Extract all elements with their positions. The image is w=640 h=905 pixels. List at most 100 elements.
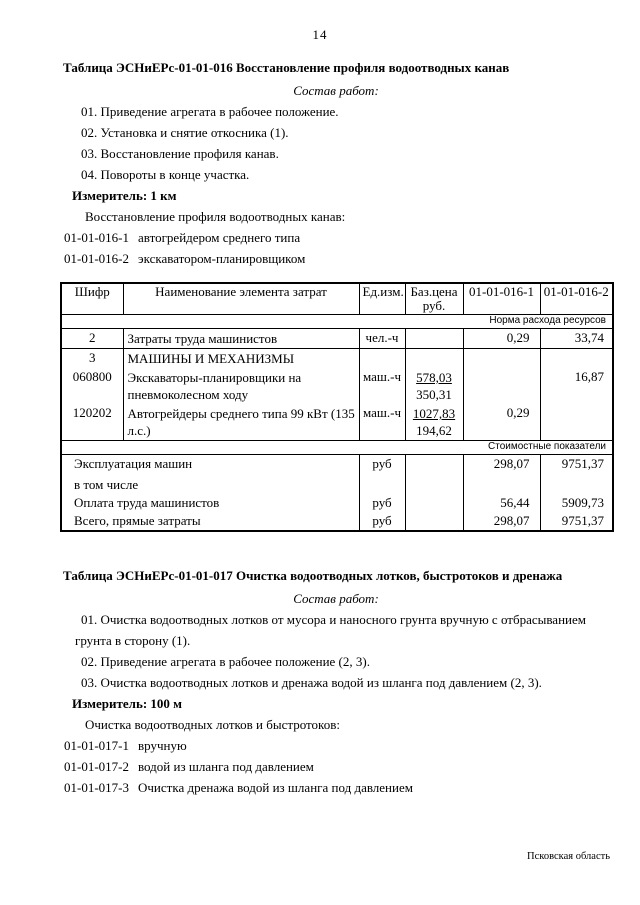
cell-unit: руб: [358, 493, 405, 512]
cell-value-016-2: 5909,73: [539, 493, 613, 512]
cell-name: Затраты труда машинистов: [122, 328, 359, 349]
cell-value-016-2: 9751,37: [539, 454, 613, 476]
cell-shifr: 2: [61, 328, 123, 349]
variant-desc: вручную: [138, 737, 187, 753]
work-item: 02. Приведение агрегата в рабочее положе…: [81, 653, 370, 669]
cell-shifr: 3: [61, 348, 123, 368]
izmeritel-016: Измеритель: 1 км: [72, 188, 177, 203]
base-price-current: 1027,83: [412, 406, 456, 421]
cost-band-label: Стоимостные показатели: [61, 440, 613, 455]
cell-value-016-1: [462, 368, 540, 404]
cell-unit: чел.-ч: [358, 328, 405, 349]
cell-unit: руб: [358, 454, 405, 476]
page-content: Таблица ЭСНиЕРс-01-01-016 Восстановление…: [60, 58, 614, 798]
cell-value-016-1: [462, 348, 540, 368]
work-item: 01. Приведение агрегата в рабочее положе…: [81, 104, 339, 119]
variant-desc: водой из шланга под давлением: [138, 758, 314, 774]
name-line: Экскаваторы-планировщики на: [127, 370, 302, 385]
cost-row: в том числе: [61, 475, 613, 494]
cell-value-016-1: 298,07: [462, 454, 540, 476]
cell-price: 1027,83 194,62: [404, 404, 463, 441]
cell-value-016-2: [539, 348, 613, 368]
variant-row: 01-01-017-3 Очистка дренажа водой из шлан…: [64, 777, 612, 798]
cost-table-016: Шифр Наименование элемента затрат Ед.изм…: [60, 282, 614, 532]
variant-code: 01-01-017-3: [64, 779, 129, 795]
variant-code: 01-01-016-2: [64, 251, 129, 266]
col-header-016-1: 01-01-016-1: [462, 283, 540, 315]
group-row: 3 МАШИНЫ И МЕХАНИЗМЫ: [61, 348, 613, 368]
name-line: пневмоколесном ходу: [127, 387, 249, 402]
cell-price: [404, 475, 463, 494]
cell-value-016-2: 16,87: [539, 368, 613, 404]
cell-price: [404, 454, 463, 476]
cost-row: Оплата труда машинистов руб 56,44 5909,7…: [61, 493, 613, 512]
cell-unit: [358, 348, 405, 368]
cell-name: Оплата труда машинистов: [74, 494, 220, 510]
col-header-unit: Ед.изм.: [358, 283, 405, 315]
sostav-heading-017: Состав работ:: [293, 590, 379, 606]
table-017-title: Таблица ЭСНиЕРс-01-01-017 Очистка водоот…: [63, 567, 563, 583]
col-header-shifr: Шифр: [74, 284, 110, 299]
cell-name: Экскаваторы-планировщики на пневмоколесн…: [122, 368, 359, 404]
work-item: 02. Установка и снятие откосника (1).: [81, 125, 289, 140]
base-price-current: 578,03: [416, 370, 452, 385]
intro-016: Восстановление профиля водоотводных кана…: [85, 209, 346, 224]
variant-desc: экскаватором-планировщиком: [138, 251, 306, 266]
cell-price: [404, 328, 463, 349]
cell-price: 578,03 350,31: [404, 368, 463, 404]
cell-unit: [358, 475, 405, 494]
cost-row-total: Всего, прямые затраты руб 298,07 9751,37: [61, 511, 613, 531]
name-line: Автогрейдеры среднего типа 99 кВт (135: [127, 406, 355, 421]
cell-value-016-1: 0,29: [462, 404, 540, 441]
sostav-heading-016: Состав работ:: [293, 83, 379, 98]
labor-row: 2 Затраты труда машинистов чел.-ч 0,29 3…: [61, 328, 613, 349]
cell-name: МАШИНЫ И МЕХАНИЗМЫ: [122, 348, 359, 368]
col-header-price: Баз.цена руб.: [404, 283, 463, 315]
cell-unit: маш.-ч: [358, 368, 405, 404]
cell-value-016-2: 33,74: [539, 328, 613, 349]
cell-value-016-1: 0,29: [462, 328, 540, 349]
region-footer: Псковская область: [527, 851, 610, 862]
work-item: 01. Очистка водоотводных лотков от мусор…: [75, 611, 586, 648]
machine-row: 120202 Автогрейдеры среднего типа 99 кВт…: [61, 404, 613, 441]
price-header-line1: Баз.цена: [410, 284, 458, 299]
work-item: 03. Восстановление профиля канав.: [81, 146, 279, 161]
base-price-alt: 350,31: [416, 387, 452, 402]
name-line: л.с.): [127, 423, 151, 438]
variant-code: 01-01-016-1: [64, 230, 129, 245]
variant-desc: Очистка дренажа водой из шланга под давл…: [138, 779, 413, 795]
variant-row: 01-01-016-1 автогрейдером среднего типа: [64, 227, 612, 248]
cell-value-016-2: 9751,37: [539, 511, 613, 531]
variant-desc: автогрейдером среднего типа: [138, 230, 301, 245]
izmeritel-017: Измеритель: 100 м: [72, 695, 183, 711]
cell-shifr: 060800: [72, 369, 112, 384]
cell-unit: руб: [358, 511, 405, 531]
intro-017: Очистка водоотводных лотков и быстротоко…: [85, 716, 340, 732]
cell-price: [404, 348, 463, 368]
cell-price: [404, 493, 463, 512]
col-header-016-2: 01-01-016-2: [539, 283, 613, 315]
works-list-016: 01. Приведение агрегата в рабочее положе…: [60, 101, 612, 185]
norm-band-row: Норма расхода ресурсов: [61, 314, 613, 329]
cell-shifr: 120202: [72, 405, 112, 420]
variant-row: 01-01-017-1 вручную: [64, 735, 612, 756]
variant-row: 01-01-017-2 водой из шланга под давлением: [64, 756, 612, 777]
page-number: 14: [312, 27, 328, 42]
cost-band-row: Стоимостные показатели: [61, 440, 613, 455]
work-item: 04. Повороты в конце участка.: [81, 167, 250, 182]
cost-row: Эксплуатация машин руб 298,07 9751,37: [61, 454, 613, 476]
works-list-017: 01. Очистка водоотводных лотков от мусор…: [60, 609, 612, 693]
cell-value-016-1: [462, 475, 540, 494]
base-price-alt: 194,62: [416, 423, 452, 438]
cell-value-016-1: 56,44: [462, 493, 540, 512]
cell-name: Всего, прямые затраты: [74, 512, 201, 528]
table-016-title: Таблица ЭСНиЕРс-01-01-016 Восстановление…: [63, 60, 510, 75]
cell-price: [404, 511, 463, 531]
variant-code: 01-01-017-1: [64, 737, 129, 753]
table-header-row: Шифр Наименование элемента затрат Ед.изм…: [61, 283, 613, 315]
cell-name: в том числе: [74, 476, 139, 492]
price-header-line2: руб.: [422, 298, 446, 313]
cell-name: Автогрейдеры среднего типа 99 кВт (135 л…: [122, 404, 359, 441]
cell-value-016-2: [539, 475, 613, 494]
